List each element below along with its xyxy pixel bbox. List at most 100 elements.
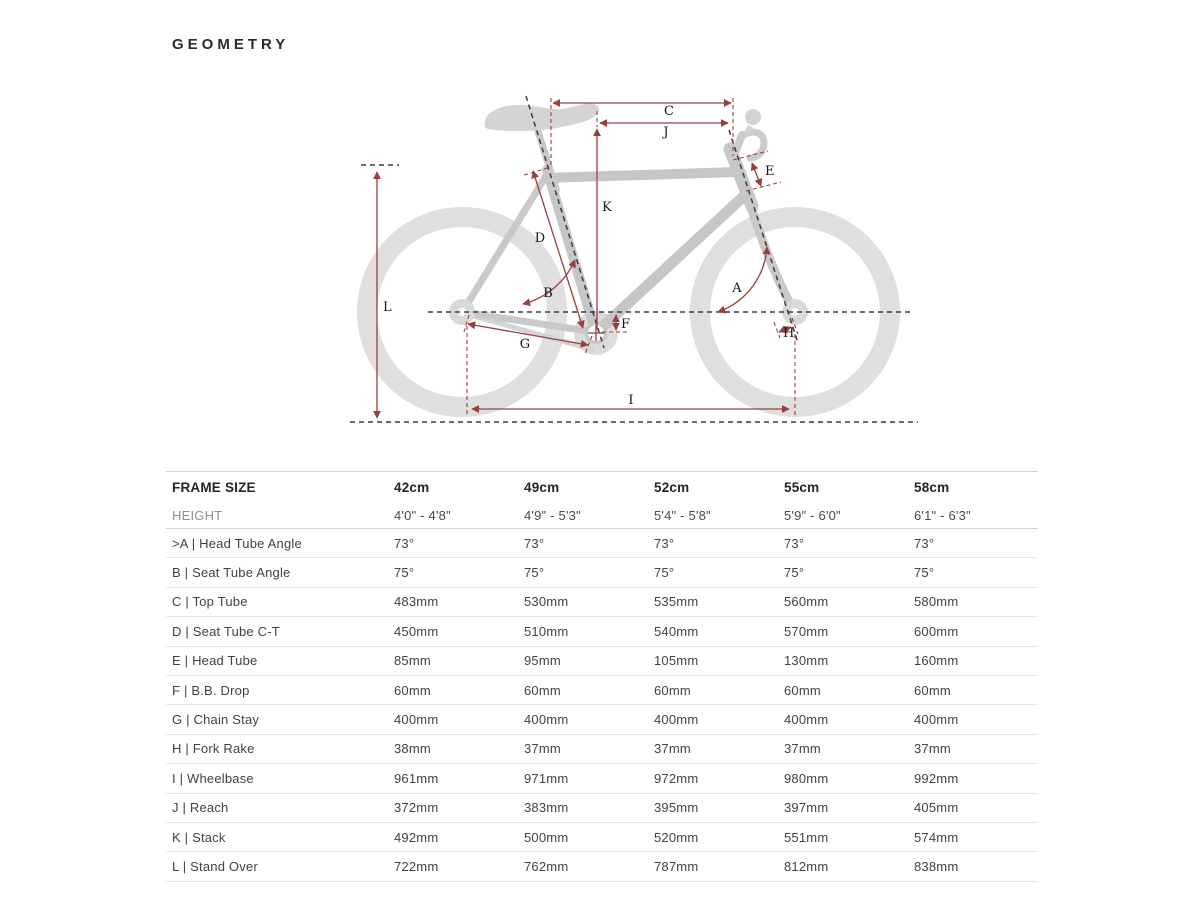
table-row: K | Stack 492mm 500mm 520mm 551mm 574mm xyxy=(166,823,1038,853)
row-value: 160mm xyxy=(914,653,959,669)
row-label: D | Seat Tube C-T xyxy=(172,623,280,639)
row-value: 961mm xyxy=(394,770,439,786)
front-hub-hole xyxy=(791,308,799,316)
ext-e-bottom xyxy=(745,181,782,192)
steering-axis xyxy=(728,129,799,344)
dimension-lines xyxy=(373,99,792,419)
dim-label-h: H xyxy=(783,326,794,341)
size-column-header: 58cm xyxy=(914,479,950,495)
ext-h-right xyxy=(791,317,799,335)
row-value: 37mm xyxy=(524,741,561,757)
row-value: 383mm xyxy=(524,800,569,816)
row-value: 762mm xyxy=(524,858,569,874)
row-label: L | Stand Over xyxy=(172,858,258,874)
row-value: 372mm xyxy=(394,800,439,816)
ext-g-rear xyxy=(463,314,470,333)
dim-g-chain-stay xyxy=(467,321,589,348)
row-value: 5'9" - 6'0" xyxy=(784,507,841,523)
top-tube xyxy=(541,167,742,183)
row-value: 37mm xyxy=(654,741,691,757)
handlebar xyxy=(738,128,768,162)
row-value: 405mm xyxy=(914,800,959,816)
bike-silhouette xyxy=(357,103,900,417)
row-value: 400mm xyxy=(654,712,699,728)
dim-label-f: F xyxy=(621,317,630,332)
table-row: L | Stand Over 722mm 762mm 787mm 812mm 8… xyxy=(166,852,1038,882)
row-value: 395mm xyxy=(654,800,699,816)
row-value: 580mm xyxy=(914,594,959,610)
row-value: 500mm xyxy=(524,829,569,845)
table-header-row: FRAME SIZE 42cm 49cm 52cm 55cm 58cm xyxy=(166,472,1038,502)
row-value: 520mm xyxy=(654,829,699,845)
dim-label-i: I xyxy=(628,393,633,408)
row-value: 73° xyxy=(524,535,545,551)
row-value: 6'1" - 6'3" xyxy=(914,507,971,523)
row-value: 971mm xyxy=(524,770,569,786)
table-row: E | Head Tube 85mm 95mm 105mm 130mm 160m… xyxy=(166,647,1038,676)
dim-a-head-angle-arc xyxy=(717,246,771,314)
dim-label-k: K xyxy=(602,200,612,215)
dim-label-b: B xyxy=(543,286,553,301)
table-row: G | Chain Stay 400mm 400mm 400mm 400mm 4… xyxy=(166,705,1038,735)
row-label: HEIGHT xyxy=(172,507,223,523)
table-row: F | B.B. Drop 60mm 60mm 60mm 60mm 60mm xyxy=(166,676,1038,706)
dim-b-seat-angle-arc xyxy=(522,259,576,307)
axis-dashed-lines xyxy=(350,95,918,423)
down-tube xyxy=(591,190,750,338)
geometry-table: FRAME SIZE 42cm 49cm 52cm 55cm 58cm HEIG… xyxy=(166,471,1038,882)
ext-h-left xyxy=(773,321,781,339)
row-label: J | Reach xyxy=(172,800,229,816)
row-value: 535mm xyxy=(654,594,699,610)
row-value: 510mm xyxy=(524,623,569,639)
ext-e-top xyxy=(732,150,769,161)
dim-h-fork-rake xyxy=(778,325,792,334)
dim-label-j: J xyxy=(661,125,668,140)
dim-e-head-tube xyxy=(750,162,763,187)
table-row: B | Seat Tube Angle 75° 75° 75° 75° 75° xyxy=(166,558,1038,588)
row-value: 400mm xyxy=(914,712,959,728)
row-value: 483mm xyxy=(394,594,439,610)
row-value: 540mm xyxy=(654,623,699,639)
dim-label-a: A xyxy=(731,281,742,296)
row-value: 574mm xyxy=(914,829,959,845)
row-value: 60mm xyxy=(524,682,561,698)
dim-label-e: E xyxy=(765,164,775,179)
row-label: H | Fork Rake xyxy=(172,741,255,757)
bike-diagram-svg: C J K D B A L E F G H I xyxy=(350,95,918,423)
row-value: 5'4" - 5'8" xyxy=(654,507,711,523)
size-column-header: 42cm xyxy=(394,479,430,495)
row-value: 105mm xyxy=(654,653,699,669)
row-value: 73° xyxy=(784,535,805,551)
seat-tube-axis xyxy=(525,95,605,349)
size-column-header: 55cm xyxy=(784,479,820,495)
row-value: 400mm xyxy=(524,712,569,728)
row-value: 570mm xyxy=(784,623,829,639)
row-value: 60mm xyxy=(394,682,431,698)
row-value: 492mm xyxy=(394,829,439,845)
extension-dashed-lines xyxy=(463,98,799,416)
row-value: 75° xyxy=(394,565,415,581)
rear-hub-hole xyxy=(458,308,466,316)
row-value: 37mm xyxy=(914,741,951,757)
bike-geometry-diagram: C J K D B A L E F G H I xyxy=(340,80,930,440)
row-value: 980mm xyxy=(784,770,829,786)
size-column-header: 52cm xyxy=(654,479,690,495)
row-value: 530mm xyxy=(524,594,569,610)
row-label: G | Chain Stay xyxy=(172,712,260,728)
row-value: 73° xyxy=(394,535,415,551)
row-value: 450mm xyxy=(394,623,439,639)
row-value: 73° xyxy=(914,535,935,551)
row-value: 75° xyxy=(784,565,805,581)
table-row: >A | Head Tube Angle 73° 73° 73° 73° 73° xyxy=(166,529,1038,559)
row-label: K | Stack xyxy=(172,829,226,845)
row-label: B | Seat Tube Angle xyxy=(172,565,291,581)
table-row: D | Seat Tube C-T 450mm 510mm 540mm 570m… xyxy=(166,617,1038,647)
row-value: 95mm xyxy=(524,653,561,669)
frame-size-header: FRAME SIZE xyxy=(172,479,256,495)
row-value: 73° xyxy=(654,535,675,551)
row-value: 60mm xyxy=(654,682,691,698)
table-height-row: HEIGHT 4'0" - 4'8" 4'9" - 5'3" 5'4" - 5'… xyxy=(166,502,1038,529)
dim-label-l: L xyxy=(383,300,392,315)
row-value: 60mm xyxy=(914,682,951,698)
row-value: 992mm xyxy=(914,770,959,786)
